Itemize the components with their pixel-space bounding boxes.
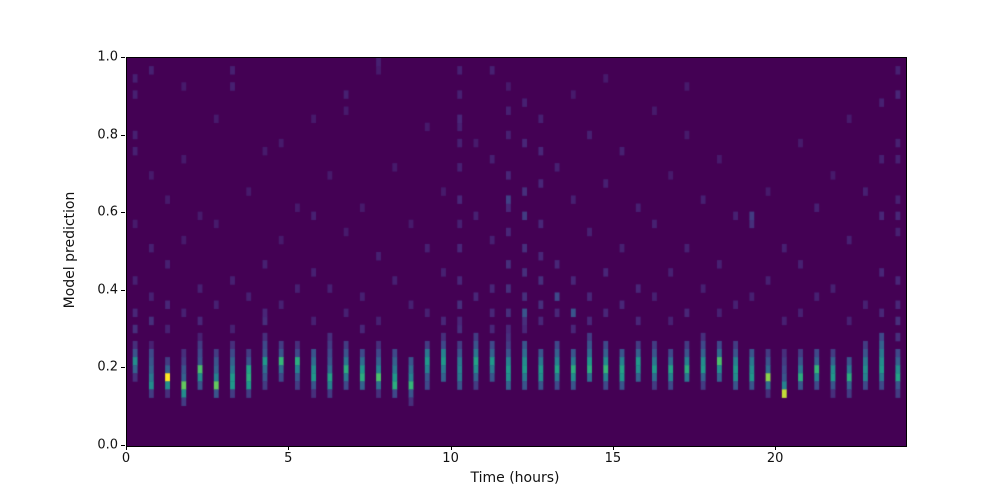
plot-area [126, 57, 907, 447]
x-tick-mark [450, 446, 452, 450]
y-tick-label: 0.0 [97, 437, 118, 453]
y-tick-mark [121, 57, 125, 58]
x-tick-mark [775, 446, 777, 450]
x-tick-label: 15 [604, 451, 622, 466]
y-tick-label: 0.6 [97, 204, 118, 220]
y-axis-label: Model prediction [62, 191, 78, 309]
y-tick-mark [121, 367, 125, 369]
x-tick-mark [612, 446, 614, 450]
y-tick-label: 0.2 [97, 359, 118, 375]
y-tick-mark [121, 445, 125, 446]
x-tick-label: 0 [121, 451, 131, 466]
x-tick-mark [126, 446, 127, 450]
x-tick-mark [288, 446, 290, 450]
y-tick-label: 0.4 [97, 282, 118, 298]
x-tick-label: 10 [442, 451, 459, 466]
y-tick-label: 1.0 [97, 49, 118, 65]
y-tick-label: 0.8 [97, 127, 118, 143]
heatmap-canvas [127, 58, 906, 446]
x-axis-label: Time (hours) [470, 470, 560, 486]
y-tick-mark [121, 289, 125, 291]
y-tick-mark [121, 212, 125, 214]
x-tick-label: 5 [284, 451, 293, 466]
x-tick-label: 20 [766, 451, 784, 466]
y-tick-mark [121, 134, 125, 136]
